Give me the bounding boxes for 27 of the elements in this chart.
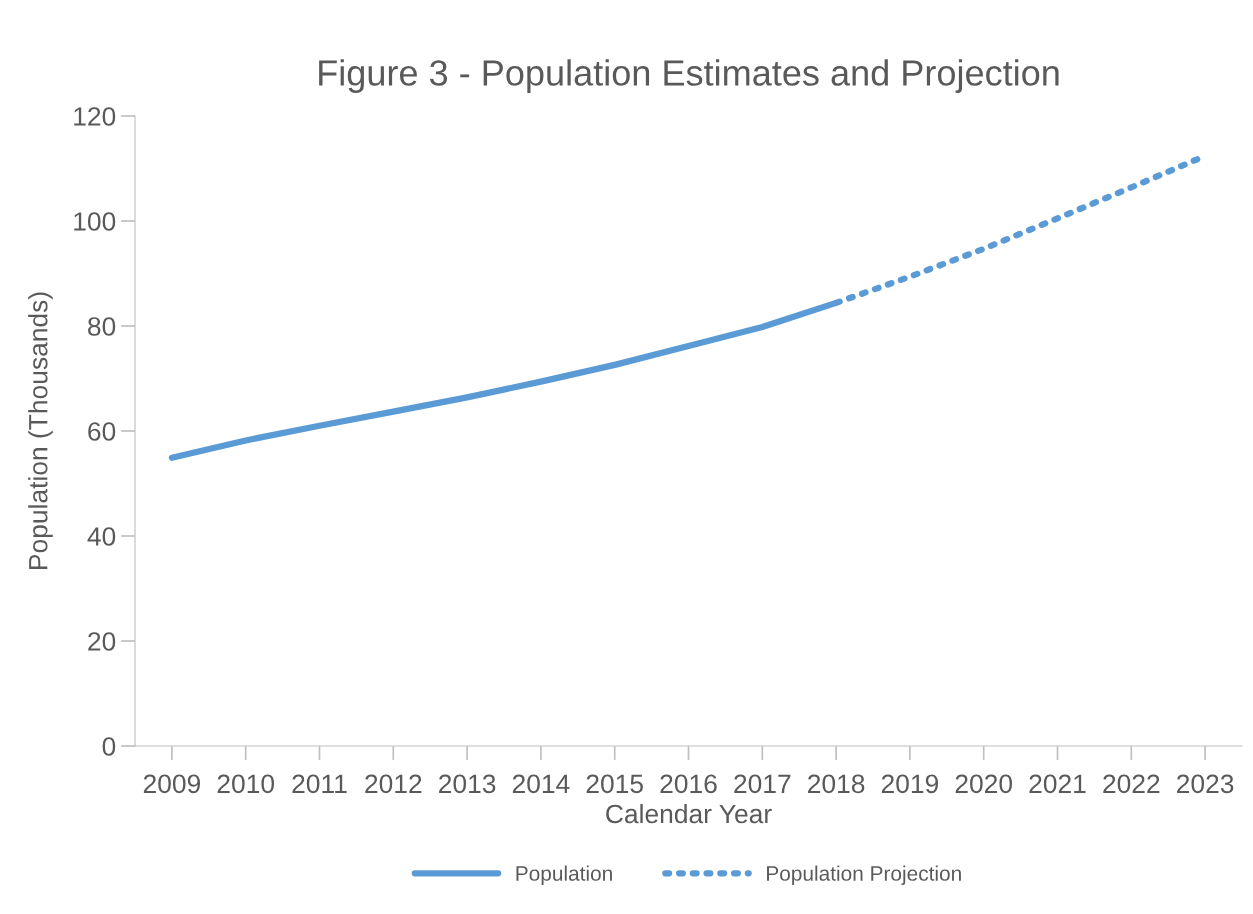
x-tick-label: 2011: [292, 774, 347, 794]
x-axis-title: Calendar Year: [606, 803, 772, 824]
x-tick-label: 2010: [217, 774, 275, 794]
x-tick-label: 2014: [512, 774, 570, 794]
legend-label: Population: [516, 865, 612, 885]
x-tick-label: 2009: [143, 774, 200, 794]
x-tick-label: 2020: [955, 774, 1013, 794]
legend-label: Population Projection: [767, 865, 961, 885]
y-axis-title: Population (Thousands): [28, 292, 53, 569]
x-tick-label: 2015: [586, 774, 643, 794]
x-tick-label: 2018: [808, 774, 865, 794]
x-tick-label: 2021: [1029, 774, 1086, 794]
y-tick-label: 120: [74, 107, 116, 126]
x-tick-label: 2017: [734, 774, 791, 794]
y-tick-label: 0: [102, 737, 116, 756]
y-tick-label: 100: [74, 212, 116, 231]
y-tick-label: 40: [87, 527, 116, 546]
x-tick-label: 2012: [365, 774, 422, 794]
y-tick-label: 80: [88, 317, 116, 336]
x-tick-label: 2019: [881, 774, 938, 794]
y-tick-label: 20: [88, 632, 116, 651]
x-tick-label: 2013: [439, 774, 496, 794]
x-tick-label: 2023: [1177, 774, 1234, 794]
chart-title: Figure 3 - Population Estimates and Projection: [319, 59, 1059, 93]
y-tick-label: 60: [88, 422, 116, 441]
x-tick-label: 2022: [1103, 774, 1160, 794]
x-tick-label: 2016: [660, 774, 717, 794]
